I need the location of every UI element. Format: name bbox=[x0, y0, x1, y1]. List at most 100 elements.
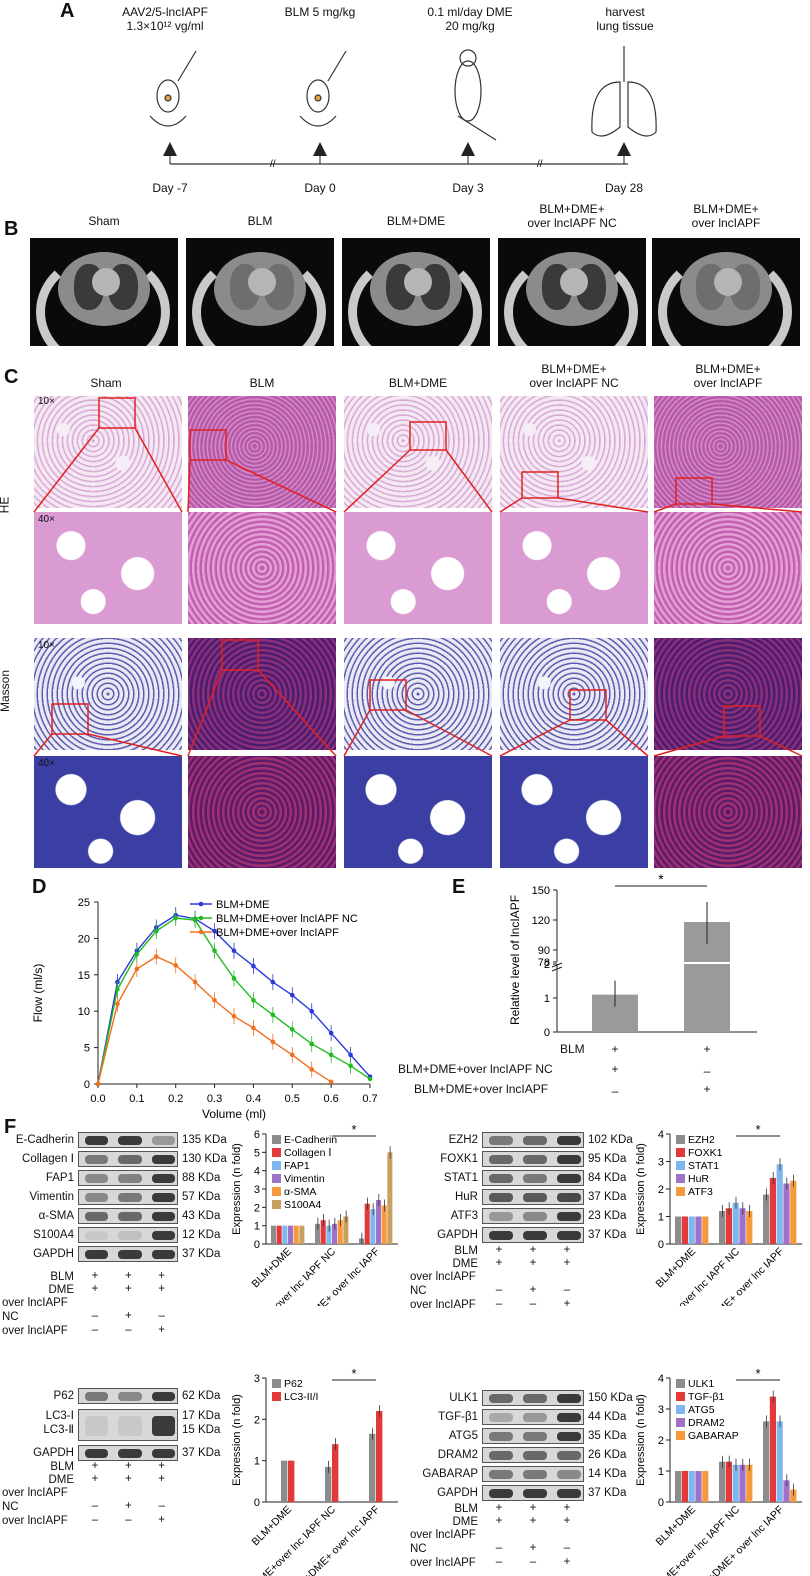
legend-swatch bbox=[676, 1187, 685, 1196]
blot-band bbox=[489, 1489, 513, 1498]
y-axis-label: Flow (ml/s) bbox=[31, 964, 45, 1023]
treatment-row-label: over lncIAPF NC bbox=[2, 1487, 68, 1513]
blot-strip bbox=[482, 1132, 584, 1148]
masson-40x-over bbox=[654, 756, 802, 868]
legend-label: BLM+DME+over lncIAPF bbox=[216, 927, 339, 939]
blot-size-label: 37 KDa bbox=[182, 1447, 221, 1459]
he-mag-10: 10× bbox=[38, 396, 55, 407]
blot-size-label: 43 KDa bbox=[182, 1210, 221, 1222]
data-point bbox=[289, 992, 295, 998]
blot-band bbox=[523, 1470, 547, 1479]
treatment-row-sign: + bbox=[124, 1310, 132, 1322]
treatment-row-sign: – bbox=[563, 1542, 571, 1554]
panel-c-letter: C bbox=[4, 366, 19, 388]
y-tick-label: 25 bbox=[78, 897, 90, 909]
data-point bbox=[289, 1027, 295, 1032]
ct-group-sham: Sham bbox=[88, 214, 120, 228]
treatment-row-label: over lncIAPF NC bbox=[410, 1271, 476, 1297]
legend-marker bbox=[198, 929, 204, 935]
data-point bbox=[309, 1041, 315, 1047]
blot-band bbox=[151, 1193, 175, 1202]
timeline-step-4-top: harvest bbox=[605, 5, 645, 19]
masson-mag-40: 40× bbox=[38, 758, 55, 769]
blot-protein-label: DRAM2 bbox=[437, 1449, 478, 1461]
y-tick-label: 6 bbox=[254, 1129, 260, 1141]
blot-band bbox=[557, 1155, 581, 1164]
treatment-row-label: DME bbox=[48, 1474, 74, 1486]
he-mag-40: 40× bbox=[38, 514, 55, 525]
data-point bbox=[270, 979, 276, 985]
blot-band bbox=[489, 1136, 513, 1145]
treatment-row-sign: + bbox=[158, 1283, 166, 1295]
x-tick-label: 0.6 bbox=[323, 1093, 338, 1105]
treatment-row-sign: + bbox=[124, 1283, 132, 1295]
treatment-row-sign: + bbox=[124, 1500, 132, 1512]
bar bbox=[746, 1211, 753, 1244]
bar bbox=[281, 1460, 288, 1502]
legend-label: α-SMA bbox=[284, 1186, 316, 1198]
bar bbox=[376, 1200, 382, 1244]
treatment-row-sign: + bbox=[563, 1257, 571, 1269]
blot-band bbox=[489, 1212, 513, 1221]
treatment-row-sign: + bbox=[495, 1257, 503, 1269]
legend-swatch bbox=[676, 1379, 685, 1388]
blot-size-label: 23 KDa bbox=[588, 1210, 627, 1222]
blot-protein-label: HuR bbox=[454, 1191, 478, 1203]
bar bbox=[688, 1216, 695, 1244]
masson-10x-sham bbox=[34, 638, 182, 750]
he-40x-blm bbox=[188, 512, 336, 624]
y-tick-label: 150 bbox=[532, 885, 550, 897]
blot-protein-label: GABARAP bbox=[422, 1468, 478, 1480]
legend-swatch bbox=[272, 1200, 281, 1209]
treatment-row-label: DME bbox=[452, 1516, 478, 1528]
legend-swatch bbox=[676, 1135, 685, 1144]
histo-group-over: BLM+DME+ over lncIAPF bbox=[693, 362, 763, 390]
bar bbox=[763, 1421, 770, 1502]
blot-band bbox=[151, 1212, 175, 1221]
bar bbox=[343, 1216, 349, 1244]
blot-band bbox=[489, 1470, 513, 1479]
bar bbox=[675, 1216, 682, 1244]
data-point bbox=[270, 1039, 276, 1045]
blot-band bbox=[85, 1416, 109, 1436]
bar bbox=[276, 1225, 282, 1244]
data-point bbox=[231, 948, 237, 954]
blot-size-label: 12 KDa bbox=[182, 1229, 221, 1241]
blot-band bbox=[489, 1432, 513, 1441]
treatment-row-sign: + bbox=[124, 1270, 132, 1282]
blot-band bbox=[557, 1489, 581, 1498]
legend-label: ATF3 bbox=[688, 1186, 713, 1198]
histo-group-blm: BLM bbox=[249, 376, 275, 390]
y-tick-label: 120 bbox=[532, 915, 550, 927]
mouse-bleomycin-icon bbox=[299, 50, 347, 127]
y-tick-label: 0 bbox=[254, 1497, 260, 1509]
blot-band bbox=[118, 1212, 142, 1221]
he-10x-over bbox=[654, 396, 802, 508]
y-axis-label: Expression (n fold) bbox=[635, 1143, 647, 1235]
mouse-intranasal-icon bbox=[149, 50, 197, 127]
blot-band bbox=[557, 1413, 581, 1422]
x-tick-label: 0.2 bbox=[168, 1093, 183, 1105]
y-tick-label: 15 bbox=[78, 970, 90, 982]
blot-strip bbox=[78, 1189, 178, 1205]
x-tick-label: 0.0 bbox=[90, 1093, 105, 1105]
blot-band bbox=[85, 1212, 109, 1221]
bar bbox=[725, 1208, 732, 1244]
masson-mag-10: 10× bbox=[38, 640, 55, 651]
blot-strip bbox=[482, 1208, 584, 1224]
blot-band bbox=[118, 1449, 142, 1458]
blot-protein-label: STAT1 bbox=[443, 1172, 478, 1184]
treatment-row-sign: – bbox=[495, 1284, 503, 1296]
blot-band bbox=[523, 1231, 547, 1240]
blot-protein-label: LC3-Ⅰ LC3-Ⅱ bbox=[43, 1410, 74, 1436]
bar bbox=[688, 1471, 695, 1502]
bar bbox=[681, 1216, 688, 1244]
legend-label: LC3-II/I bbox=[284, 1391, 318, 1403]
bar bbox=[719, 1211, 726, 1244]
treatment-row-sign: – bbox=[529, 1298, 537, 1310]
blot-strip bbox=[482, 1447, 584, 1463]
data-point bbox=[270, 1012, 276, 1018]
treatment-row-sign: – bbox=[125, 1324, 132, 1336]
bar bbox=[326, 1225, 332, 1244]
